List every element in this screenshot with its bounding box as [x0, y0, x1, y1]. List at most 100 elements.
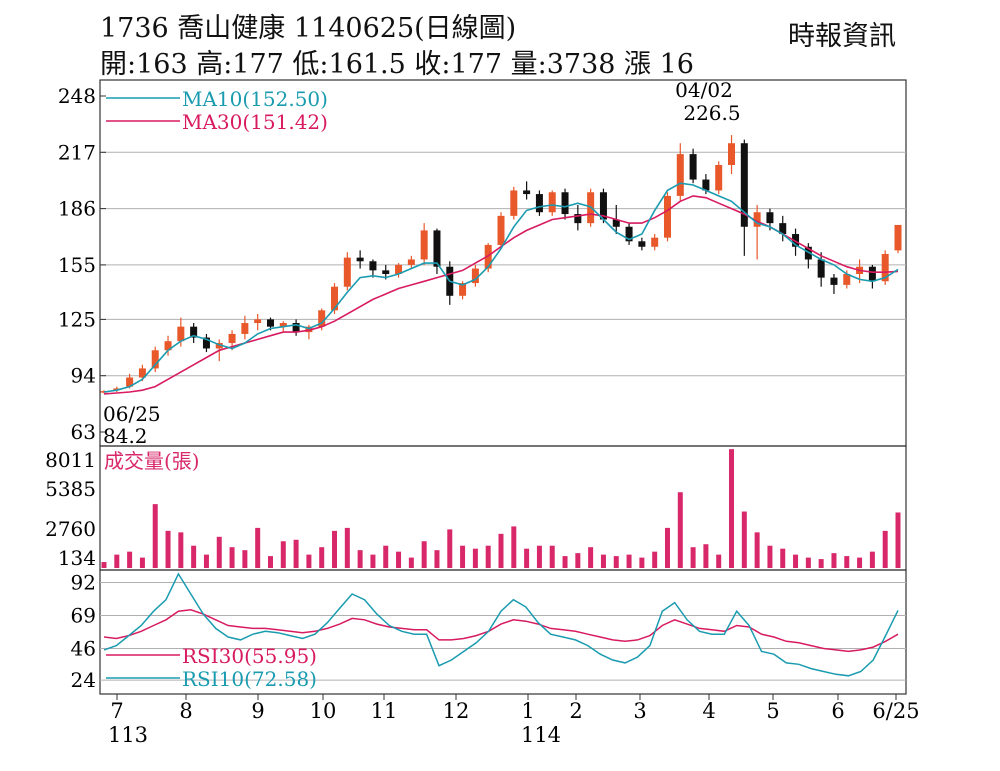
volume-tick-label: 134: [58, 546, 96, 570]
volume-bar: [588, 547, 594, 568]
volume-bar: [293, 539, 299, 568]
candle-body: [356, 257, 364, 262]
price-ticks: 248 217 186 155 125 94 63: [58, 84, 106, 444]
volume-bar: [600, 554, 606, 568]
source-label: 時報資訊: [788, 21, 896, 52]
volume-bar: [165, 530, 171, 568]
candle-body: [523, 190, 531, 195]
candle-body: [459, 283, 467, 296]
candle-body: [766, 212, 774, 224]
volume-bar: [805, 557, 811, 568]
volume-bar: [255, 527, 261, 568]
volume-tick-label: 5385: [45, 477, 96, 501]
high-date-label: 04/02: [675, 78, 733, 102]
rsi-tick-label: 46: [71, 637, 96, 661]
rsi-tick-label: 92: [71, 570, 96, 594]
x-year-label: 113: [108, 723, 148, 747]
volume-bar: [152, 504, 158, 568]
candle-body: [779, 223, 787, 235]
x-tick-label: 2: [569, 699, 582, 723]
candle-body: [420, 230, 428, 260]
candle-body: [894, 224, 902, 251]
volume-bar: [306, 554, 312, 568]
volume-bar: [677, 492, 683, 568]
volume-bar: [613, 556, 619, 568]
price-panel: 248 217 186 155 125 94 63 MA10(152.50) MA30(15…: [58, 78, 907, 448]
candle-body: [228, 333, 236, 344]
volume-bar: [652, 551, 658, 568]
volume-bar: [408, 557, 414, 568]
volume-bar: [498, 533, 504, 568]
candle-body: [535, 194, 543, 213]
chart-title: 1736 喬山健康 1140625(日線圖): [100, 13, 517, 44]
volume-bar: [242, 550, 248, 568]
rsi10-legend-label: RSI10(72.58): [182, 667, 317, 691]
x-year-label: 114: [521, 723, 561, 747]
volume-bar: [357, 550, 363, 568]
candle-body: [740, 143, 748, 227]
rsi-ticks: 92 69 46 24: [71, 570, 96, 692]
candle-body: [279, 323, 287, 327]
candle-body: [266, 319, 274, 327]
candle-body: [433, 230, 441, 267]
x-tick-label: 4: [702, 699, 715, 723]
candle-body: [395, 264, 403, 274]
price-tick-label: 248: [58, 84, 96, 108]
candle-body: [676, 154, 684, 196]
x-tick-label: 6/25: [872, 699, 919, 723]
candle-body: [881, 254, 889, 282]
volume-bar: [780, 548, 786, 568]
candle-body: [574, 214, 582, 224]
volume-bar: [716, 554, 722, 568]
candle-body: [817, 259, 825, 278]
volume-bar: [434, 550, 440, 568]
price-tick-label: 94: [71, 364, 96, 388]
volume-panel: 8011 5385 2760 134 成交量(張): [45, 445, 907, 571]
candle-body: [868, 266, 876, 282]
volume-bar: [754, 532, 760, 568]
volume-bar: [319, 547, 325, 568]
candle-body: [369, 261, 377, 271]
rsi30-legend-label: RSI30(55.95): [182, 644, 317, 668]
volume-bar: [421, 541, 427, 568]
candle-body: [177, 326, 185, 342]
x-tick-label: 6: [831, 699, 844, 723]
volume-bar: [203, 554, 209, 568]
volume-bar: [895, 512, 901, 568]
volume-bar: [267, 556, 273, 568]
price-tick-label: 217: [58, 140, 96, 164]
volume-bar: [396, 551, 402, 568]
rsi-tick-label: 69: [71, 603, 96, 627]
volume-bar: [844, 556, 850, 568]
volume-title: 成交量(張): [104, 449, 200, 473]
ma10-legend-label: MA10(152.50): [182, 87, 328, 111]
candle-body: [254, 319, 262, 324]
candle-body: [689, 154, 697, 180]
candle-body: [497, 215, 505, 245]
volume-bar: [626, 554, 632, 568]
volume-bar: [332, 530, 338, 568]
volume-bar: [869, 551, 875, 568]
candle-body: [638, 241, 646, 247]
candle-body: [471, 268, 479, 284]
volume-bar: [191, 545, 197, 568]
volume-bar: [575, 553, 581, 568]
candle-body: [202, 337, 210, 349]
candle-body: [792, 234, 800, 247]
x-tick-label: 11: [371, 699, 398, 723]
volume-bar: [447, 529, 453, 568]
candle-body: [663, 195, 671, 238]
candle-body: [331, 286, 339, 311]
volume-bar: [216, 536, 222, 568]
candle-body: [612, 219, 620, 227]
price-grid: [100, 151, 906, 377]
candle-body: [599, 192, 607, 220]
x-tick-label: 8: [179, 699, 192, 723]
volume-bar: [344, 527, 350, 568]
rsi30-line: [103, 609, 899, 653]
ma30-legend-label: MA30(151.42): [182, 110, 328, 134]
candle-body: [138, 368, 146, 378]
volume-bar: [127, 551, 133, 568]
rsi-tick-label: 24: [71, 668, 96, 692]
